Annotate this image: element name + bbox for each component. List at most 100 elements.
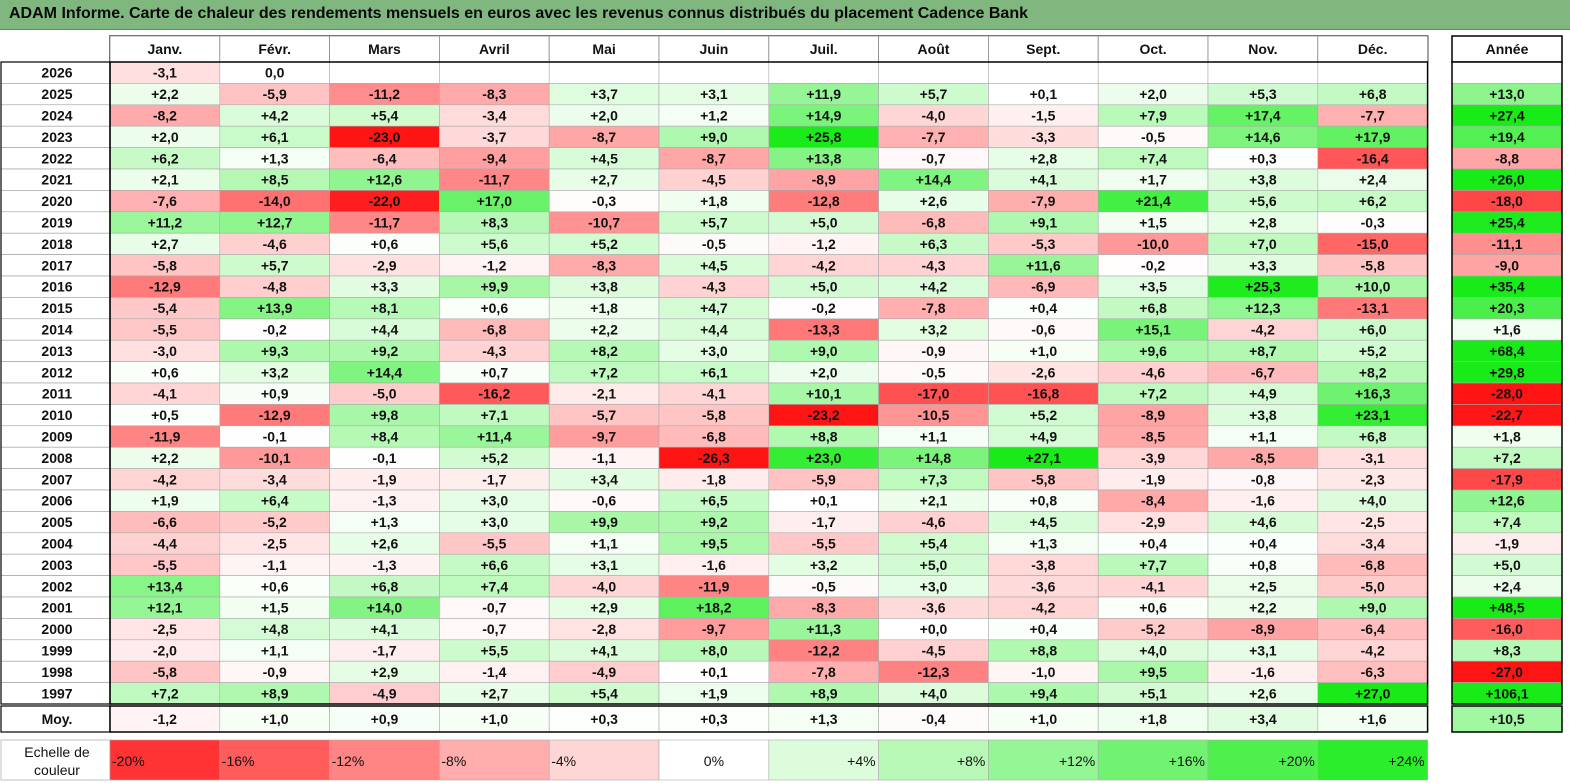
legend-swatch-label: 0% <box>704 753 724 769</box>
legend-swatch <box>548 739 660 781</box>
legend-label-line2: couleur <box>34 762 80 778</box>
cell-value-label: -5,2 <box>1141 621 1165 637</box>
cell-value-label: -8,5 <box>1141 429 1165 445</box>
cell-value-label: +0,4 <box>1029 621 1057 637</box>
cell-value-label: +11,4 <box>477 429 512 445</box>
cell-value-label: -5,5 <box>153 557 177 573</box>
cell-value-label: -6,3 <box>1361 664 1385 680</box>
cell-value-label: +2,0 <box>1139 86 1167 102</box>
year-label: 2007 <box>41 471 72 487</box>
cell-value-label: -16,2 <box>478 386 510 402</box>
annual-value-label: +7,4 <box>1493 514 1521 530</box>
cell-value-label: -2,8 <box>592 621 616 637</box>
cell-value-label: -8,4 <box>1141 493 1165 509</box>
cell-value-label: -4,2 <box>1031 600 1055 616</box>
cell-value-label: +0,6 <box>261 578 289 594</box>
cell-value-label: +4,9 <box>1249 386 1277 402</box>
cell-value-label: -1,6 <box>1251 664 1275 680</box>
cell-value-label: -12,9 <box>259 407 291 423</box>
cell-value-label: -0,7 <box>482 621 506 637</box>
cell-value-label: +5,2 <box>1029 407 1057 423</box>
cell-value-label: +2,8 <box>1249 215 1277 231</box>
cell-value-label: +1,3 <box>261 150 289 166</box>
cell-value-label: +25,8 <box>806 129 842 145</box>
cell-value-label: +8,4 <box>371 429 399 445</box>
year-label: 2000 <box>41 621 72 637</box>
cell-value-label: +3,4 <box>590 471 618 487</box>
cell-value-label: +1,1 <box>590 536 618 552</box>
cell-value-label: +10,0 <box>1355 279 1391 295</box>
heat-cell <box>329 61 440 84</box>
cell-value-label: -12,2 <box>808 643 840 659</box>
annual-value-label: +7,2 <box>1493 450 1521 466</box>
cell-value-label: +0,6 <box>151 364 179 380</box>
cell-value-label: -5,9 <box>263 86 287 102</box>
average-value-label: +0,3 <box>700 711 728 727</box>
cell-value-label: -6,7 <box>1251 364 1275 380</box>
year-label: 2004 <box>41 536 72 552</box>
cell-value-label: -10,0 <box>1137 236 1169 252</box>
year-label: 2006 <box>41 493 72 509</box>
average-value-label: +3,4 <box>1249 711 1277 727</box>
cell-value-label: -4,5 <box>702 172 726 188</box>
cell-value-label: +7,2 <box>151 685 179 701</box>
cell-value-label: -5,0 <box>372 386 396 402</box>
cell-value-label: +8,1 <box>371 300 399 316</box>
cell-value-label: +2,2 <box>151 450 179 466</box>
annual-value-label: -27,0 <box>1491 664 1523 680</box>
cell-value-label: -11,9 <box>698 578 729 594</box>
legend-swatch-label: +4% <box>847 753 875 769</box>
annual-value-label: -16,0 <box>1491 621 1523 637</box>
cell-value-label: +4,1 <box>590 643 618 659</box>
cell-value-label: +12,3 <box>1245 300 1281 316</box>
cell-value-label: +4,0 <box>1139 643 1167 659</box>
cell-value-label: -0,8 <box>1251 471 1275 487</box>
cell-value-label: -0,7 <box>921 150 945 166</box>
cell-value-label: -2,9 <box>372 257 396 273</box>
cell-value-label: -5,8 <box>702 407 726 423</box>
cell-value-label: +7,9 <box>1139 108 1167 124</box>
cell-value-label: -11,9 <box>149 429 180 445</box>
annual-value-label: +1,6 <box>1493 322 1521 338</box>
cell-value-label: +5,7 <box>700 215 728 231</box>
cell-value-label: -4,9 <box>592 664 616 680</box>
cell-value-label: -5,7 <box>592 407 616 423</box>
cell-value-label: +8,8 <box>810 429 838 445</box>
cell-value-label: +4,6 <box>1249 514 1277 530</box>
cell-value-label: -0,1 <box>372 450 396 466</box>
average-value-label: +0,3 <box>590 711 618 727</box>
cell-value-label: +0,5 <box>151 407 179 423</box>
cell-value-label: +2,6 <box>920 193 948 209</box>
cell-value-label: -22,0 <box>369 193 401 209</box>
cell-value-label: -4,2 <box>1251 322 1275 338</box>
cell-value-label: -5,9 <box>812 471 836 487</box>
cell-value-label: +1,2 <box>700 108 728 124</box>
cell-value-label: -5,8 <box>153 257 177 273</box>
cell-value-label: +17,9 <box>1355 129 1391 145</box>
cell-value-label: -4,2 <box>153 471 177 487</box>
cell-value-label: -8,7 <box>702 150 726 166</box>
cell-value-label: +13,9 <box>257 300 293 316</box>
average-value-label: +1,6 <box>1359 711 1387 727</box>
cell-value-label: +1,8 <box>590 300 618 316</box>
cell-value-label: +8,8 <box>1029 643 1057 659</box>
annual-value-label: +26,0 <box>1489 172 1525 188</box>
cell-value-label: -1,6 <box>1251 493 1275 509</box>
cell-value-label: +2,7 <box>590 172 618 188</box>
cell-value-label: +9,9 <box>590 514 618 530</box>
cell-value-label: +2,0 <box>151 129 179 145</box>
cell-value-label: -12,8 <box>808 193 840 209</box>
cell-value-label: +0,6 <box>1139 600 1167 616</box>
average-value-label: +0,9 <box>371 711 399 727</box>
month-header-label: Févr. <box>258 41 291 57</box>
cell-value-label: +0,8 <box>1029 493 1057 509</box>
cell-value-label: -7,7 <box>1361 108 1385 124</box>
cell-value-label: -3,1 <box>153 65 177 81</box>
cell-value-label: +16,3 <box>1355 386 1391 402</box>
year-label: 2012 <box>41 364 72 380</box>
average-cell <box>1207 705 1319 733</box>
heat-cell <box>768 61 879 84</box>
cell-value-label: +2,0 <box>590 108 618 124</box>
cell-value-label: +1,1 <box>920 429 948 445</box>
cell-value-label: -0,5 <box>812 578 836 594</box>
